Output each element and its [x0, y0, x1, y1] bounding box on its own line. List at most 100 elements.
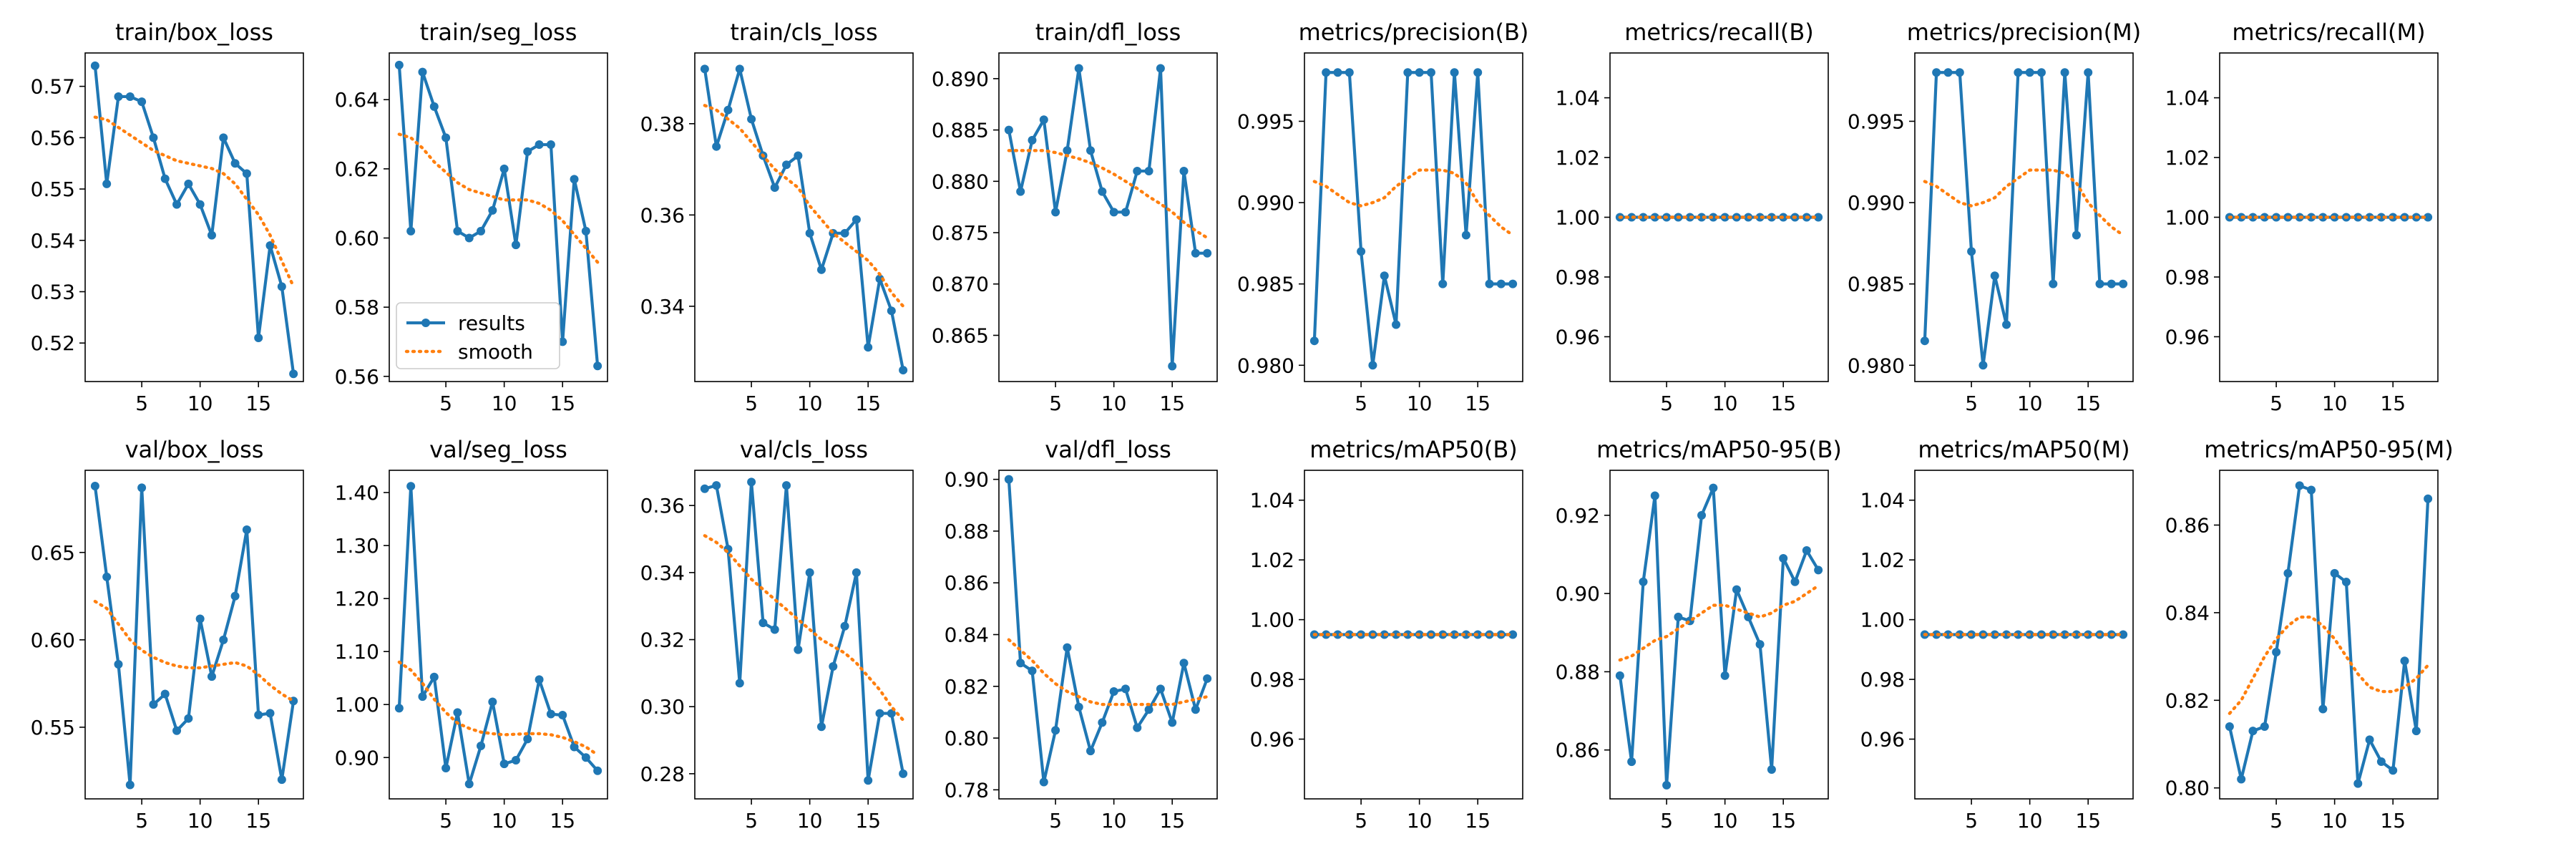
y-tick-label: 0.32 [640, 629, 685, 652]
results-point [2411, 727, 2421, 736]
x-tick-label: 5 [745, 392, 758, 415]
results-point [464, 233, 474, 243]
results-point [1615, 671, 1624, 680]
results-point [593, 361, 602, 371]
results-point [394, 60, 404, 69]
results-point [441, 764, 451, 773]
results-point [242, 525, 251, 535]
results-point [406, 226, 416, 236]
results-point [2060, 68, 2069, 77]
plot-area [700, 64, 908, 375]
x-tick-label: 5 [2270, 392, 2283, 415]
results-point [535, 675, 544, 684]
y-tick-label: 0.36 [640, 494, 685, 518]
results-point [2400, 656, 2409, 666]
x-tick-label: 15 [855, 392, 881, 415]
plot-area [1004, 475, 1212, 787]
results-point [712, 142, 721, 151]
subplot-train-dfl-loss: train/dfl_loss 5 10 15 0.865 0.870 0.875 0.880 0… [932, 19, 1218, 415]
smooth-line [1923, 168, 2125, 237]
results-point [2389, 766, 2398, 775]
plot-area [1309, 68, 1518, 370]
y-tick-label: 0.865 [932, 324, 989, 347]
x-tick-label: 15 [2075, 392, 2101, 415]
results-point [2002, 630, 2011, 639]
results-point [805, 228, 814, 238]
x-tick-label: 10 [797, 392, 823, 415]
y-tick-label: 0.60 [335, 226, 379, 250]
results-point [137, 483, 147, 492]
x-tick-label: 10 [492, 392, 517, 415]
x-tick-label: 15 [855, 809, 881, 833]
x-tick-label: 15 [245, 809, 271, 833]
y-tick-label: 1.02 [1250, 548, 1294, 572]
y-tick-label: 0.86 [2165, 514, 2210, 538]
x-tick-label: 10 [2322, 392, 2348, 415]
results-point [2060, 630, 2069, 639]
x-tick-label: 15 [550, 392, 575, 415]
smooth-line [1618, 584, 1820, 662]
x-tick-label: 5 [439, 392, 452, 415]
results-line [703, 67, 905, 371]
results-point [1191, 705, 1200, 714]
results-point [137, 97, 147, 107]
results-point [1086, 146, 1096, 155]
results-point [1508, 630, 1518, 639]
y-tick-label: 0.38 [640, 112, 685, 136]
results-point [102, 572, 112, 581]
results-point [172, 726, 182, 735]
x-tick-label: 5 [1355, 809, 1367, 833]
y-tick-label: 0.53 [31, 280, 75, 304]
results-point [2225, 722, 2234, 732]
results-point [1392, 630, 1401, 639]
y-tick-label: 0.985 [1237, 273, 1294, 296]
results-point [242, 169, 251, 178]
results-point [2424, 494, 2433, 503]
results-point [546, 709, 555, 719]
x-tick-label: 15 [2380, 809, 2406, 833]
y-tick-label: 0.36 [640, 203, 685, 227]
results-point [195, 614, 205, 623]
results-point [1627, 757, 1636, 767]
smooth-line [703, 104, 905, 309]
y-tick-label: 0.64 [335, 88, 379, 112]
axes-frame [1914, 470, 2134, 800]
plot-area [1615, 213, 1823, 222]
y-tick-label: 0.995 [1237, 110, 1294, 133]
results-point [265, 241, 275, 250]
results-point [1191, 248, 1200, 258]
results-point [488, 697, 497, 707]
subplot-train-box-loss: train/box_loss 5 10 15 0.52 0.53 0.54 0.55 0.56 0… [31, 19, 304, 415]
results-point [2341, 578, 2351, 587]
smooth-line [1007, 638, 1209, 707]
results-point [570, 175, 579, 184]
x-tick-label: 5 [135, 392, 148, 415]
subplot-val-seg-loss: val/seg_loss 5 10 15 0.90 1.00 1.10 1.20 1.30 1.4… [335, 436, 608, 833]
y-tick-label: 0.82 [945, 675, 989, 699]
results-point [1755, 640, 1765, 649]
results-point [394, 704, 404, 713]
results-point [2014, 68, 2023, 77]
subplot-title: metrics/mAP50-95(B) [1596, 436, 1842, 463]
y-tick-label: 1.02 [1860, 548, 1905, 572]
axes-frame [998, 52, 1218, 382]
x-tick-label: 15 [1770, 809, 1796, 833]
y-tick-label: 1.30 [335, 534, 379, 558]
results-point [1767, 765, 1776, 775]
results-point [1168, 718, 1177, 727]
results-point [125, 780, 135, 790]
subplot-val-cls-loss: val/cls_loss 5 10 15 0.28 0.30 0.32 0.34 0.36 [640, 436, 914, 833]
y-tick-label: 0.58 [335, 296, 379, 319]
y-tick-label: 0.55 [31, 716, 75, 739]
y-tick-label: 0.88 [945, 520, 989, 543]
results-point [1920, 336, 1929, 346]
axes-frame [1914, 52, 2134, 382]
y-tick-label: 0.88 [1556, 660, 1600, 684]
y-tick-label: 0.98 [1250, 668, 1294, 691]
results-point [149, 133, 158, 142]
results-point [2330, 568, 2339, 578]
results-point [477, 226, 486, 236]
subplot-title: val/box_loss [125, 436, 264, 463]
y-tick-label: 0.82 [2165, 689, 2210, 712]
results-line [397, 485, 599, 786]
